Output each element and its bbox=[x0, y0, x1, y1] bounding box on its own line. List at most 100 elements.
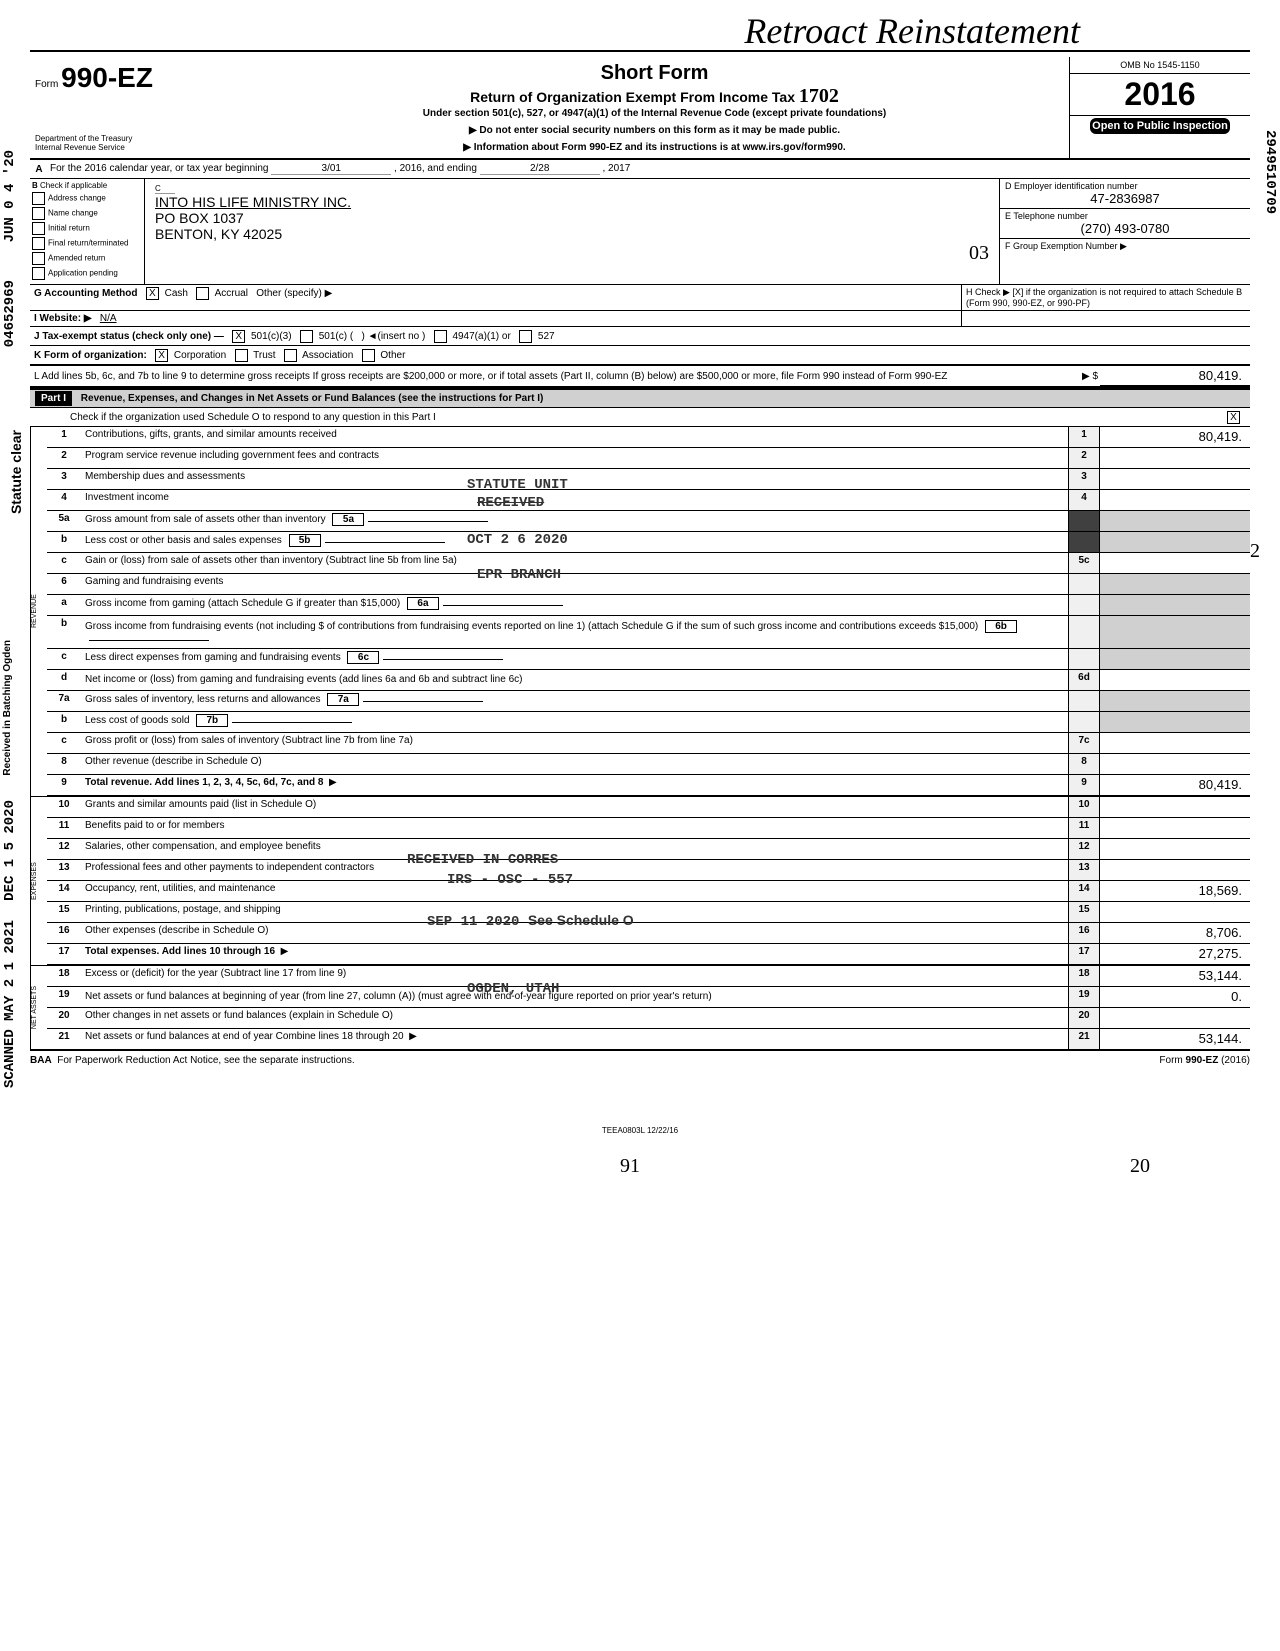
hw-bottom-2: 20 bbox=[1130, 1155, 1150, 1178]
chk-initial[interactable] bbox=[32, 222, 45, 235]
side-assets: NET ASSETS bbox=[30, 966, 47, 1049]
d-label: D Employer identification number bbox=[1005, 181, 1245, 191]
chk-trust[interactable] bbox=[235, 349, 248, 362]
entity-addr2: BENTON, KY 42025 bbox=[155, 226, 989, 242]
line-7b: b Less cost of goods sold 7b bbox=[47, 712, 1250, 733]
line-4-amt bbox=[1100, 490, 1250, 510]
line-9-amt: 80,419. bbox=[1100, 775, 1250, 795]
line-19-desc: Net assets or fund balances at beginning… bbox=[81, 987, 1068, 1007]
side-expenses: EXPENSES bbox=[30, 797, 47, 965]
i-label: I Website: ▶ bbox=[34, 313, 92, 324]
line-10-amt bbox=[1100, 797, 1250, 817]
vtext-scanned: SCANNED MAY 2 1 2021 bbox=[2, 920, 18, 1088]
k-row: K Form of organization: X Corporation Tr… bbox=[30, 346, 1250, 366]
handwriting-top: Retroact Reinstatement bbox=[744, 10, 1080, 52]
line-9-desc: Total revenue. Add lines 1, 2, 3, 4, 5c,… bbox=[85, 777, 323, 788]
line-8-amt bbox=[1100, 754, 1250, 774]
chk-4947[interactable] bbox=[434, 330, 447, 343]
e-value: (270) 493-0780 bbox=[1005, 221, 1245, 236]
line-6d: d Net income or (loss) from gaming and f… bbox=[47, 670, 1250, 691]
line-17-desc: Total expenses. Add lines 10 through 16 bbox=[85, 946, 275, 957]
f-row: F Group Exemption Number ▶ bbox=[1000, 239, 1250, 254]
line-6b: b Gross income from fundraising events (… bbox=[47, 616, 1250, 649]
hw-03: 03 bbox=[969, 242, 989, 264]
chk-cash[interactable]: X bbox=[146, 287, 159, 300]
line-18-amt: 53,144. bbox=[1100, 966, 1250, 986]
line-3-desc: Membership dues and assessments bbox=[81, 469, 1068, 489]
chk-assoc[interactable] bbox=[284, 349, 297, 362]
chk-schedule-o[interactable]: X bbox=[1227, 411, 1240, 424]
d-row: D Employer identification number 47-2836… bbox=[1000, 179, 1250, 209]
line-15-amt bbox=[1100, 902, 1250, 922]
line-5b-desc: Less cost or other basis and sales expen… bbox=[85, 535, 282, 546]
line-6b-desc: Gross income from fundraising events (no… bbox=[85, 621, 978, 632]
chk-pending[interactable] bbox=[32, 267, 45, 280]
lbl-initial: Initial return bbox=[48, 224, 90, 233]
b-column: B Check if applicable Address change Nam… bbox=[30, 179, 145, 284]
title-short: Short Form bbox=[245, 62, 1064, 85]
line-a-text: For the 2016 calendar year, or tax year … bbox=[50, 163, 268, 174]
footer-right: Form 990-EZ (2016) bbox=[1159, 1055, 1250, 1066]
line-10-desc: Grants and similar amounts paid (list in… bbox=[81, 797, 1068, 817]
g-label: G Accounting Method bbox=[34, 288, 138, 299]
year-end: 2/28 bbox=[480, 163, 600, 175]
form-number-cell: Form 990-EZ Department of the Treasury I… bbox=[30, 57, 240, 158]
chk-final[interactable] bbox=[32, 237, 45, 250]
box-7b: 7b bbox=[196, 714, 228, 727]
box-6a: 6a bbox=[407, 597, 439, 610]
l-text: L Add lines 5b, 6c, and 7b to line 9 to … bbox=[34, 371, 947, 382]
line-7a-desc: Gross sales of inventory, less returns a… bbox=[85, 694, 320, 705]
line-11-amt bbox=[1100, 818, 1250, 838]
l-row: L Add lines 5b, 6c, and 7b to line 9 to … bbox=[30, 366, 1250, 388]
e-row: E Telephone number (270) 493-0780 bbox=[1000, 209, 1250, 239]
omb-number: OMB No 1545-1150 bbox=[1070, 57, 1250, 74]
line-5a-desc: Gross amount from sale of assets other t… bbox=[85, 514, 326, 525]
line-20-desc: Other changes in net assets or fund bala… bbox=[81, 1008, 1068, 1028]
c-label: C bbox=[155, 184, 175, 194]
line-7b-desc: Less cost of goods sold bbox=[85, 715, 190, 726]
chk-name[interactable] bbox=[32, 207, 45, 220]
year-begin: 3/01 bbox=[271, 163, 391, 175]
line-2-desc: Program service revenue including govern… bbox=[81, 448, 1068, 468]
line-20: 20Other changes in net assets or fund ba… bbox=[47, 1008, 1250, 1029]
vtext-jun: JUN 0 4 '20 bbox=[2, 150, 18, 242]
entity-block: B Check if applicable Address change Nam… bbox=[30, 179, 1250, 285]
stamp-sep-text: SEP 11 2020 bbox=[427, 914, 519, 930]
hw-right-2: 2 bbox=[1250, 540, 1260, 563]
lbl-501c3: 501(c)(3) bbox=[251, 331, 292, 342]
line-6a: a Gross income from gaming (attach Sched… bbox=[47, 595, 1250, 616]
chk-corp[interactable]: X bbox=[155, 349, 168, 362]
line-5c-desc: Gain or (loss) from sale of assets other… bbox=[81, 553, 1068, 573]
lbl-cash: Cash bbox=[165, 288, 188, 299]
chk-501c3[interactable]: X bbox=[232, 330, 245, 343]
line-5b: b Less cost or other basis and sales exp… bbox=[47, 532, 1250, 553]
line-3-amt bbox=[1100, 469, 1250, 489]
box-5a: 5a bbox=[332, 513, 364, 526]
vtext-statute: Statute clear bbox=[8, 430, 24, 514]
chk-address[interactable] bbox=[32, 192, 45, 205]
chk-501c[interactable] bbox=[300, 330, 313, 343]
chk-527[interactable] bbox=[519, 330, 532, 343]
line-13: 13Professional fees and other payments t… bbox=[47, 860, 1250, 881]
lbl-501c: 501(c) ( bbox=[319, 331, 353, 342]
part1-header: Part I Revenue, Expenses, and Changes in… bbox=[30, 388, 1250, 408]
lbl-527: 527 bbox=[538, 331, 555, 342]
box-7a: 7a bbox=[327, 693, 359, 706]
entity-name: INTO HIS LIFE MINISTRY INC. bbox=[155, 194, 989, 210]
lbl-assoc: Association bbox=[302, 350, 353, 361]
line-a-mid: , 2016, and ending bbox=[394, 163, 477, 174]
line-7a: 7a Gross sales of inventory, less return… bbox=[47, 691, 1250, 712]
line-16: 16Other expenses (describe in Schedule O… bbox=[47, 923, 1250, 944]
note-1: ▶ Do not enter social security numbers o… bbox=[245, 125, 1064, 136]
chk-accrual[interactable] bbox=[196, 287, 209, 300]
chk-other-org[interactable] bbox=[362, 349, 375, 362]
tax-year: 2016 bbox=[1070, 74, 1250, 116]
line-19-amt: 0. bbox=[1100, 987, 1250, 1007]
chk-amended[interactable] bbox=[32, 252, 45, 265]
year-cell: OMB No 1545-1150 2016 Open to Public Ins… bbox=[1069, 57, 1250, 158]
line-16-amt: 8,706. bbox=[1100, 923, 1250, 943]
b-header: Check if applicable bbox=[40, 181, 107, 190]
entity-addr1: PO BOX 1037 bbox=[155, 210, 989, 226]
f-label: F Group Exemption Number ▶ bbox=[1005, 241, 1245, 252]
line-21: 21Net assets or fund balances at end of … bbox=[47, 1029, 1250, 1049]
